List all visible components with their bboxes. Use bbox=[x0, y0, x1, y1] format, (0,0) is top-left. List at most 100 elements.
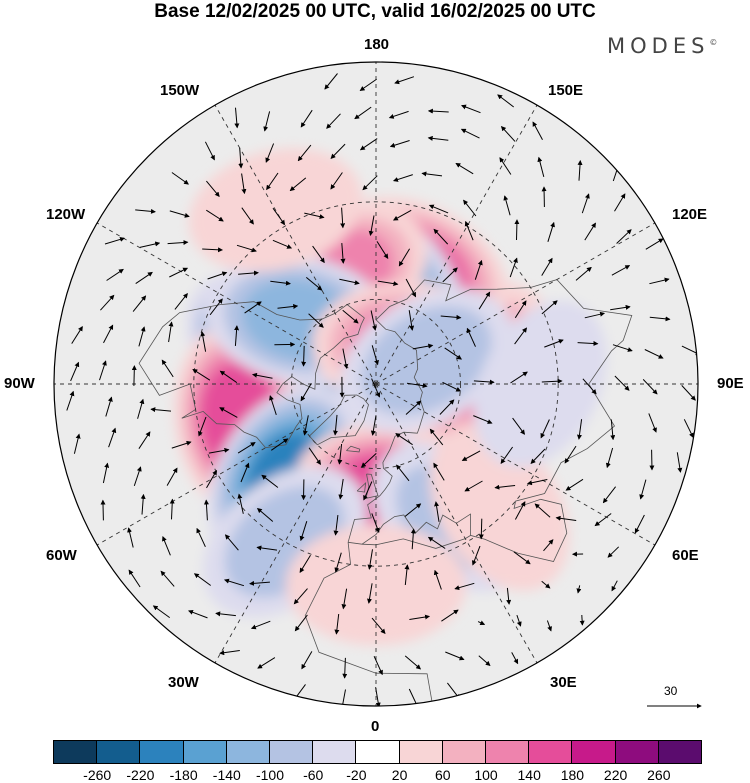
wind-arrow bbox=[611, 265, 631, 276]
wind-arrow bbox=[339, 278, 360, 285]
wind-arrow bbox=[526, 479, 548, 486]
wind-arrow bbox=[514, 219, 520, 241]
wind-arrow bbox=[70, 361, 80, 382]
meridian-line bbox=[77, 211, 377, 385]
wind-arrow bbox=[257, 657, 276, 669]
wind-arrow bbox=[441, 609, 459, 622]
wind-arrow bbox=[576, 585, 582, 594]
wind-arrow bbox=[440, 314, 462, 320]
wind-arrow bbox=[300, 383, 312, 402]
wind-arrow bbox=[237, 493, 244, 514]
meridian-line bbox=[77, 383, 377, 557]
wind-arrow bbox=[511, 652, 519, 665]
wind-arrow bbox=[237, 442, 256, 454]
wind-arrow bbox=[150, 407, 172, 413]
wind-arrow bbox=[224, 534, 239, 551]
wind-arrow bbox=[367, 549, 373, 570]
lon-label-120w: 120W bbox=[46, 206, 86, 223]
wind-arrow bbox=[289, 177, 307, 192]
wind-arrow bbox=[359, 78, 377, 91]
wind-arrow bbox=[127, 527, 134, 548]
wind-arrow bbox=[138, 431, 151, 449]
wind-arrow bbox=[370, 310, 377, 331]
wind-arrow bbox=[541, 580, 551, 589]
reference-vector-arrow bbox=[647, 703, 702, 709]
wind-arrow bbox=[140, 493, 146, 515]
wind-arrow bbox=[478, 655, 491, 667]
wind-arrow bbox=[360, 453, 377, 468]
wind-arrow bbox=[612, 344, 633, 352]
wind-arrow bbox=[161, 359, 174, 378]
wind-arrow bbox=[271, 438, 289, 451]
wind-arrow bbox=[404, 655, 422, 670]
wind-arrow bbox=[579, 614, 585, 626]
wind-arrow bbox=[544, 339, 564, 348]
coastline-path bbox=[304, 542, 437, 706]
wind-arrow bbox=[238, 147, 244, 169]
lon-label-90w: 90W bbox=[4, 375, 35, 392]
wind-arrow bbox=[388, 110, 409, 119]
anomaly-center bbox=[429, 424, 570, 591]
wind-arrow bbox=[330, 143, 346, 159]
wind-arrow bbox=[294, 614, 308, 632]
wind-arrow bbox=[244, 301, 262, 314]
wind-arrow bbox=[532, 121, 543, 140]
wind-arrow bbox=[128, 569, 141, 588]
wind-arrow bbox=[241, 173, 247, 195]
wind-arrow bbox=[302, 415, 309, 436]
wind-arrow bbox=[135, 208, 156, 214]
wind-arrow bbox=[272, 239, 293, 249]
wind-arrow bbox=[474, 259, 483, 280]
wind-arrow bbox=[340, 243, 346, 264]
colorbar-tick-label: -20 bbox=[346, 767, 367, 783]
coastline-path bbox=[138, 301, 365, 449]
meridian-line bbox=[203, 85, 377, 385]
wind-arrow bbox=[104, 237, 125, 245]
wind-arrow bbox=[584, 222, 596, 241]
wind-arrow bbox=[301, 345, 307, 367]
colorbar-bin bbox=[182, 740, 227, 764]
latitude-circle bbox=[290, 298, 462, 470]
wind-arrow bbox=[471, 545, 481, 566]
wind-arrow bbox=[433, 462, 445, 481]
wind-arrow bbox=[494, 484, 516, 490]
wind-arrow bbox=[460, 128, 480, 139]
colorbar-bin bbox=[398, 740, 443, 764]
wind-arrow bbox=[251, 372, 273, 379]
wind-arrow bbox=[406, 382, 428, 389]
wind-arrow bbox=[334, 552, 342, 573]
meridian-line bbox=[375, 85, 549, 385]
coastline-path bbox=[346, 445, 361, 453]
wind-arrow bbox=[681, 385, 696, 401]
wind-arrow bbox=[341, 588, 348, 610]
lon-label-0: 0 bbox=[371, 718, 380, 735]
wind-arrow bbox=[373, 655, 383, 676]
wind-arrow bbox=[396, 464, 410, 482]
wind-arrow bbox=[250, 620, 271, 630]
wind-arrow bbox=[338, 478, 344, 500]
colorbar-bin bbox=[614, 740, 659, 764]
wind-arrow bbox=[594, 513, 612, 527]
wind-arrow bbox=[540, 419, 550, 439]
wind-arrow bbox=[308, 447, 321, 465]
colorbar-bin bbox=[657, 740, 703, 764]
wind-arrow bbox=[409, 614, 431, 620]
graticule bbox=[54, 62, 698, 706]
wind-arrow bbox=[433, 228, 449, 245]
wind-arrow bbox=[299, 554, 311, 574]
wind-arrow bbox=[537, 156, 545, 178]
wind-arrow bbox=[132, 295, 147, 312]
lon-label-150e: 150E bbox=[548, 82, 584, 99]
wind-arrow bbox=[576, 419, 583, 440]
wind-arrow bbox=[371, 513, 380, 533]
wind-arrow bbox=[359, 138, 378, 151]
wind-arrow bbox=[377, 280, 399, 287]
wind-arrow bbox=[410, 528, 416, 550]
wind-arrow bbox=[240, 462, 250, 483]
colorbar-tick-label: 180 bbox=[560, 767, 585, 783]
wind-arrow bbox=[363, 481, 373, 501]
wind-arrow bbox=[575, 266, 592, 281]
wind-arrow bbox=[541, 257, 553, 276]
wind-arrow bbox=[439, 399, 455, 415]
colorbar-tick-label: 220 bbox=[603, 767, 628, 783]
